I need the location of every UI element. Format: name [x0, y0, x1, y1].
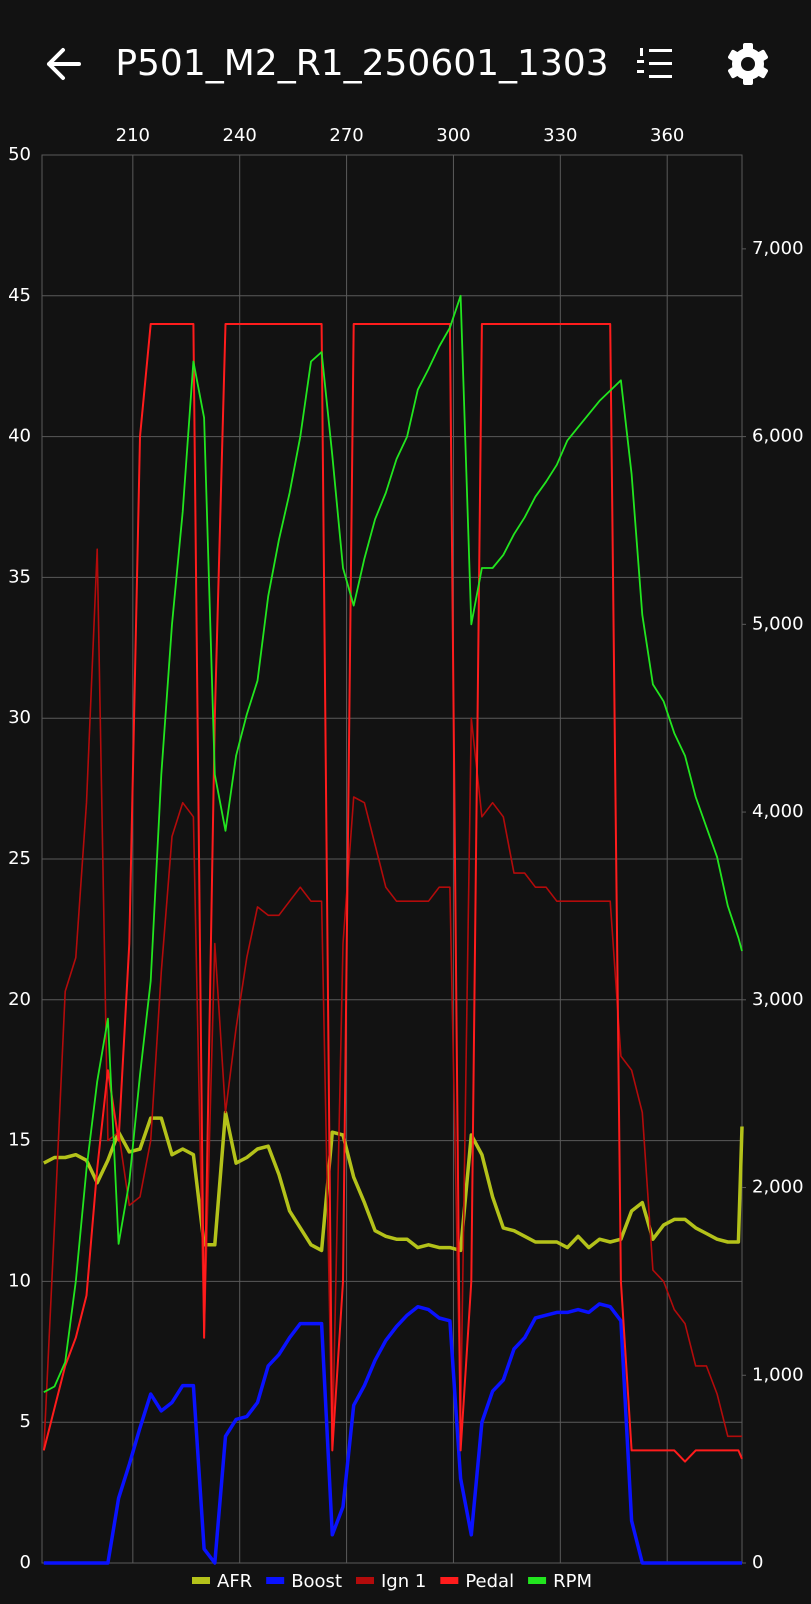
y2-tick-label: 0: [752, 1552, 763, 1573]
series-line: [42, 323, 743, 1463]
legend-swatch: [440, 1577, 459, 1584]
y-tick-label: 35: [8, 566, 31, 587]
y-tick-label: 5: [20, 1411, 31, 1432]
y-tick-label: 15: [8, 1130, 31, 1151]
legend-swatch: [192, 1577, 210, 1584]
x-tick-label: 210: [116, 125, 150, 146]
list-button[interactable]: [637, 48, 672, 78]
y-tick-label: 40: [8, 426, 31, 447]
series-line: [42, 1110, 744, 1253]
y2-tick-label: 5,000: [752, 613, 804, 634]
y2-tick-label: 3,000: [752, 989, 804, 1010]
y2-tick-label: 6,000: [752, 426, 804, 447]
series-line: [43, 294, 743, 1393]
y-tick-label: 45: [8, 285, 31, 306]
legend-swatch: [528, 1577, 547, 1584]
legend-swatch: [266, 1577, 285, 1584]
list-icon-part: [649, 62, 672, 65]
settings-button[interactable]: [727, 43, 768, 85]
legend-label: Pedal: [465, 1571, 514, 1592]
back-button[interactable]: [47, 48, 81, 80]
legend: AFR Boost Ign 1 Pedal RPM: [192, 1571, 592, 1592]
x-tick-label: 240: [223, 125, 257, 146]
y2-tick-label: 7,000: [752, 238, 804, 259]
list-icon-part: [649, 49, 672, 52]
y-tick-label: 30: [8, 707, 31, 728]
series-line: [43, 1302, 742, 1565]
y-tick-label: 50: [8, 144, 31, 165]
legend-label: AFR: [217, 1571, 252, 1592]
y-tick-label: 10: [8, 1270, 31, 1291]
header-title: P501_M2_R1_250601_1303: [115, 43, 608, 84]
x-tick-label: 330: [543, 125, 577, 146]
back-arrow-icon: [47, 48, 81, 80]
x-tick-label: 270: [329, 125, 363, 146]
list-icon-part: [637, 70, 644, 73]
list-icon-part: [649, 75, 672, 78]
legend-swatch: [356, 1577, 374, 1584]
y2-tick-label: 4,000: [752, 801, 804, 822]
x-tick-label: 300: [436, 125, 470, 146]
series-line: [43, 548, 742, 1452]
y-tick-label: 20: [8, 989, 31, 1010]
y2-tick-label: 1,000: [752, 1364, 804, 1385]
legend-label: RPM: [553, 1571, 592, 1592]
y-tick-label: 25: [8, 848, 31, 869]
y-tick-label: 0: [20, 1552, 31, 1573]
legend-label: Ign 1: [381, 1571, 426, 1592]
gear-hole: [741, 57, 755, 71]
x-tick-label: 360: [650, 125, 684, 146]
list-icon-part: [640, 48, 643, 56]
y2-tick-label: 2,000: [752, 1177, 804, 1198]
list-icon-part: [637, 60, 644, 63]
legend-label: Boost: [291, 1571, 342, 1592]
